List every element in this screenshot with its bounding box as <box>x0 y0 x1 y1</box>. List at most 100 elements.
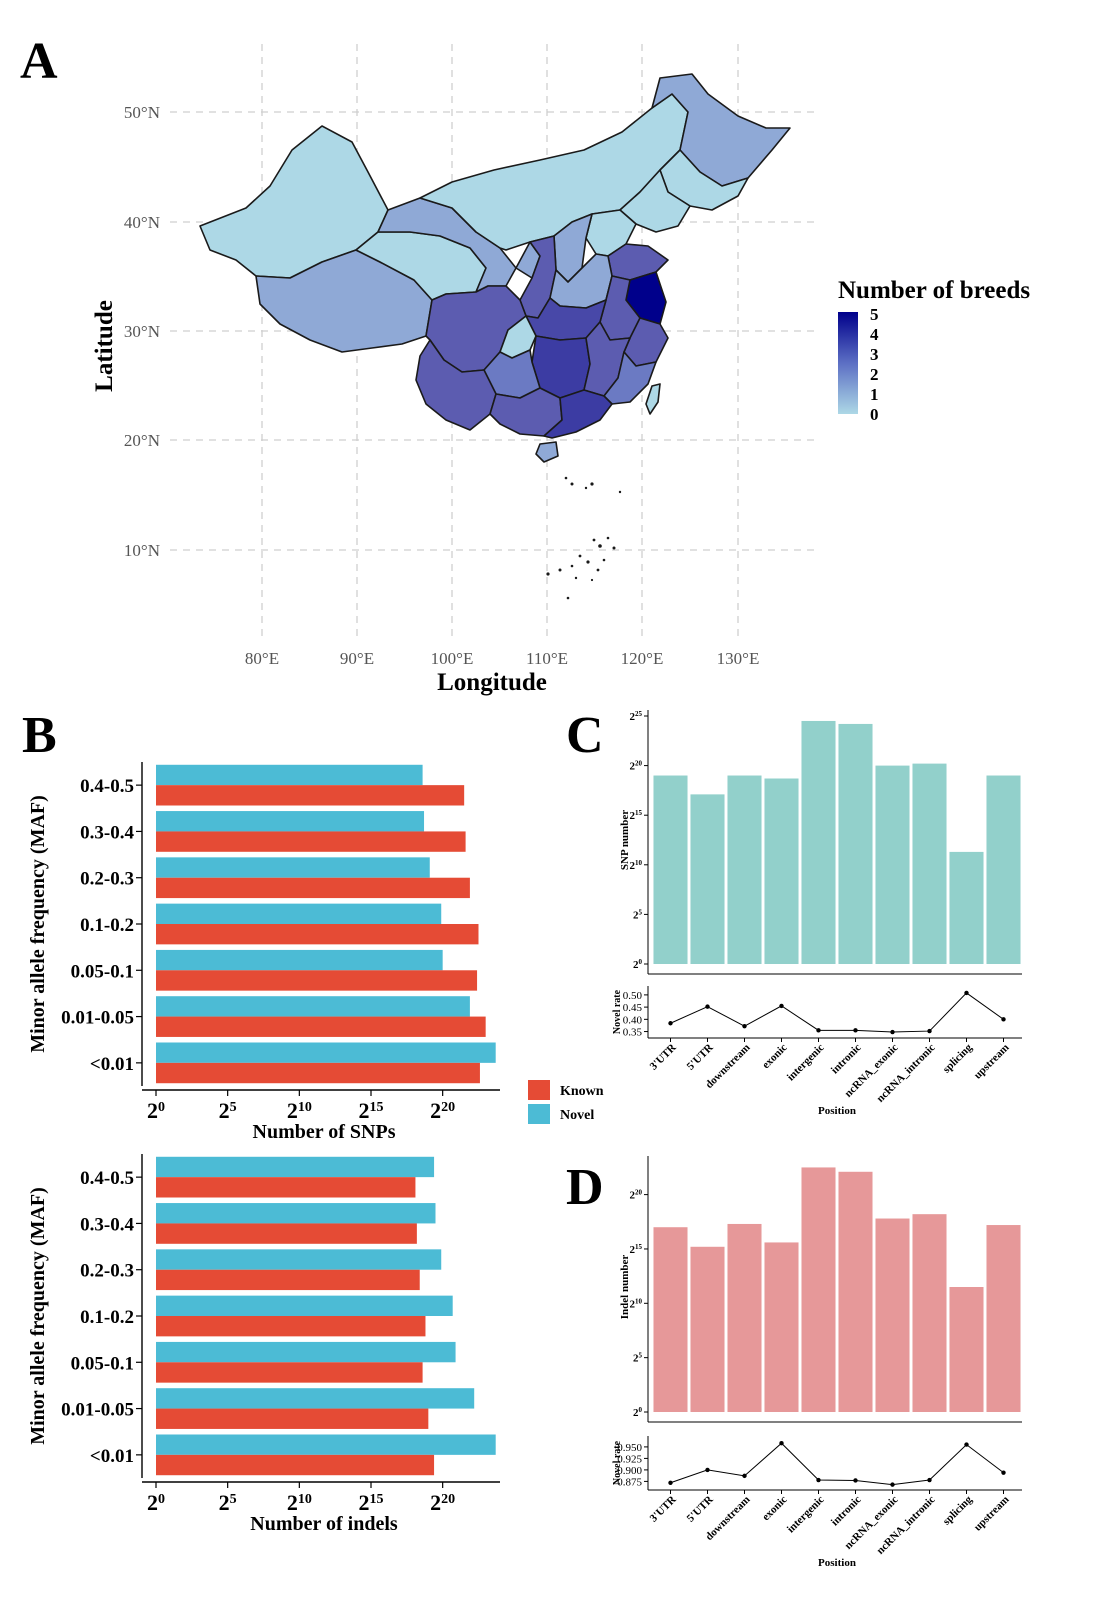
novel-rate-point <box>779 1441 784 1446</box>
map-legend-label: 4 <box>870 325 879 344</box>
y-tick-label: 0.3-0.4 <box>80 1214 134 1235</box>
bar <box>690 794 725 964</box>
bar-novel <box>156 1156 435 1178</box>
y-tick-label: 215 <box>630 809 643 822</box>
rate-y-tick-label: 0.925 <box>617 1453 642 1465</box>
x-tick-label: 220 <box>430 1098 455 1123</box>
bar-known <box>156 1362 423 1383</box>
bar <box>949 851 984 964</box>
x-tick-label: intronic <box>829 1494 864 1529</box>
y-tick-label: 25 <box>633 1352 643 1365</box>
bar-novel <box>156 1295 453 1316</box>
bar-novel <box>156 949 443 971</box>
y-tick-label: 0.4-0.5 <box>80 1168 134 1189</box>
panel-label-c: C <box>566 707 604 764</box>
x-tick-label: 210 <box>287 1098 312 1123</box>
panel-label-d: D <box>566 1159 604 1216</box>
x-axis-title: Number of indels <box>250 1513 398 1535</box>
bar-known <box>156 877 470 899</box>
map-legend-label: 0 <box>870 405 879 424</box>
province-heilongjiang <box>651 73 791 187</box>
rate-y-tick-label: 0.35 <box>623 1027 643 1039</box>
indel-position-chart: 20 25 210 215 220 Indel number 0.8750.9000.925… <box>612 1156 1022 1569</box>
china-map <box>199 73 791 463</box>
rate-y-tick-label: 0.45 <box>623 1002 643 1014</box>
novel-rate-point <box>705 1004 710 1009</box>
x-tick-label: exonic <box>760 1042 790 1072</box>
map-x-tick: 90°E <box>340 649 374 668</box>
y-tick-label: 225 <box>630 710 643 723</box>
x-tick-label: 5'UTR <box>685 1493 717 1525</box>
bar <box>986 775 1021 964</box>
y-tick-label: 0.05-0.1 <box>71 961 134 982</box>
novel-rate-point <box>890 1482 895 1487</box>
y-tick-label: 210 <box>630 859 643 872</box>
legend-known-swatch <box>528 1080 550 1100</box>
x-tick-label: 215 <box>359 1098 384 1123</box>
bar <box>986 1225 1021 1412</box>
map-legend-title: Number of breeds <box>838 277 1030 304</box>
bar-known <box>156 1454 435 1476</box>
y-tick-label: 0.01-0.05 <box>61 1008 134 1029</box>
y-tick-label: <0.01 <box>90 1446 134 1467</box>
y-axis-title: Minor allele frequency (MAF) <box>27 1187 49 1445</box>
bar <box>875 1218 910 1412</box>
bar <box>690 1246 725 1412</box>
y-axis-title: Indel number <box>619 1255 631 1320</box>
novel-rate-point <box>816 1028 821 1033</box>
novel-rate-line <box>670 1442 1004 1486</box>
novel-rate-point <box>668 1480 673 1485</box>
rate-y-axis-title: Novel rate <box>612 1440 623 1485</box>
map-y-tick: 50°N <box>124 103 160 122</box>
bar-known <box>156 924 479 945</box>
bar-known <box>156 1177 416 1198</box>
bar <box>838 723 873 964</box>
known-novel-legend: Known Novel <box>528 1080 604 1124</box>
province-yunnan <box>415 339 497 431</box>
snp-position-chart: 20 25 210 215 220 225 SNP number 0.350.400.450.… <box>612 710 1022 1117</box>
bar-novel <box>156 1249 442 1270</box>
rate-y-tick-label: 0.50 <box>623 990 643 1002</box>
province-shandong <box>607 243 669 281</box>
panel-label-b: B <box>22 707 57 764</box>
y-tick-label: 210 <box>630 1297 643 1310</box>
bar <box>653 775 688 964</box>
province-taiwan <box>645 383 661 415</box>
province-guangdong <box>543 389 613 439</box>
bar <box>727 1223 762 1412</box>
x-tick-label: 215 <box>359 1490 384 1515</box>
maf-snp-chart: 0.4-0.5 0.3-0.4 0.2-0.3 0.1-0.2 0.05-0.1 0.01… <box>27 762 500 1143</box>
x-tick-label: 25 <box>219 1098 237 1123</box>
x-tick-label: splicing <box>941 1041 975 1075</box>
bar <box>912 1214 947 1412</box>
map-y-tick: 40°N <box>124 213 160 232</box>
legend-known-label: Known <box>560 1084 604 1099</box>
maf-indel-chart: 0.4-0.5 0.3-0.4 0.2-0.3 0.1-0.2 0.05-0.1 0.01… <box>27 1154 500 1535</box>
bar-novel <box>156 811 425 832</box>
map-legend-label: 3 <box>870 345 879 364</box>
bar <box>764 1242 799 1412</box>
bar-novel <box>156 764 423 786</box>
bar-known <box>156 1016 486 1037</box>
rate-y-tick-label: 0.900 <box>617 1465 642 1477</box>
map-x-tick: 110°E <box>526 649 568 668</box>
x-tick-label: 25 <box>219 1490 237 1515</box>
y-tick-label: 0.01-0.05 <box>61 1400 134 1421</box>
novel-rate-point <box>668 1021 673 1026</box>
map-x-tick: 100°E <box>431 649 474 668</box>
south-sea-islands <box>546 476 622 600</box>
y-tick-label: 215 <box>630 1243 643 1256</box>
y-tick-label: 20 <box>633 958 643 971</box>
x-tick-label: 20 <box>147 1490 165 1515</box>
x-tick-label: splicing <box>941 1493 975 1527</box>
legend-novel-swatch <box>528 1104 550 1124</box>
novel-rate-line <box>670 992 1004 1033</box>
x-axis-title: Position <box>818 1557 856 1569</box>
map-y-tick: 20°N <box>124 431 160 450</box>
novel-rate-point <box>927 1028 932 1034</box>
bar <box>949 1287 984 1412</box>
novel-rate-point <box>705 1467 710 1473</box>
x-tick-label: intergenic <box>785 1042 827 1084</box>
novel-rate-point <box>964 1442 969 1447</box>
